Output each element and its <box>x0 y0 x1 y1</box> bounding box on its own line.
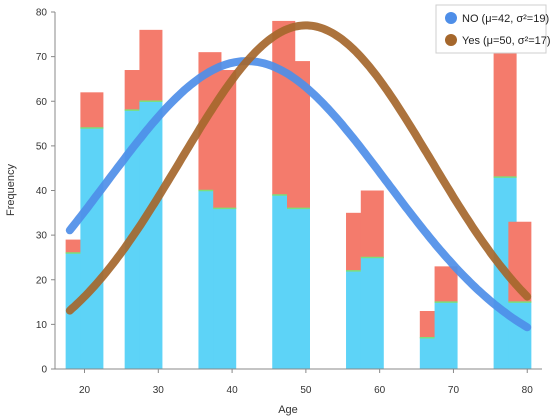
bar-segment-no <box>213 208 237 369</box>
bar-segment-no <box>80 128 104 369</box>
x-tick-label: 30 <box>153 385 165 396</box>
bar-segment-yes <box>360 190 384 258</box>
curve-yes <box>65 21 532 315</box>
y-tick-label: 20 <box>36 275 48 286</box>
curve-no <box>65 57 532 332</box>
x-tick-label: 50 <box>300 385 312 396</box>
bar-segment-yes <box>287 61 310 209</box>
legend-label-no: NO (μ=42, σ²=19) <box>462 13 549 25</box>
bar-segment-no <box>508 302 532 369</box>
y-tick-label: 0 <box>41 365 47 376</box>
bars-layer <box>65 20 532 370</box>
x-tick-label: 40 <box>227 385 239 396</box>
y-tick-label: 30 <box>36 231 48 242</box>
y-axis-title: Frequency <box>5 164 17 216</box>
x-axis-title: Age <box>278 404 298 416</box>
legend: NO (μ=42, σ²=19) Yes (μ=50, σ²=17) <box>435 4 550 54</box>
y-tick-label: 10 <box>36 320 48 331</box>
bar-segment-no <box>287 208 310 369</box>
bar-segment-no <box>360 257 384 369</box>
legend-label-yes: Yes (μ=50, σ²=17) <box>462 35 550 47</box>
ticks-layer: 20 30 40 50 60 70 80 0 10 20 30 40 50 60 70 80 <box>36 8 533 397</box>
x-tick-label: 20 <box>79 385 91 396</box>
x-tick-label: 60 <box>374 385 386 396</box>
y-tick-label: 40 <box>36 186 48 197</box>
y-tick-label: 50 <box>36 141 48 152</box>
bar-segment-yes <box>434 266 458 303</box>
bar-segment-no <box>139 101 163 369</box>
bar-segment-yes <box>139 29 163 102</box>
x-tick-label: 80 <box>522 385 534 396</box>
y-tick-label: 60 <box>36 97 48 108</box>
bar-segment-no <box>434 302 458 369</box>
y-tick-label: 80 <box>36 8 48 19</box>
y-tick-label: 70 <box>36 52 48 63</box>
legend-marker-yes <box>445 34 457 46</box>
bar-segment-yes <box>80 92 104 129</box>
bar-segment-yes <box>493 47 517 178</box>
x-tick-label: 70 <box>448 385 460 396</box>
legend-marker-no <box>445 12 457 24</box>
curves-layer <box>65 21 532 332</box>
legend-box <box>435 4 547 54</box>
